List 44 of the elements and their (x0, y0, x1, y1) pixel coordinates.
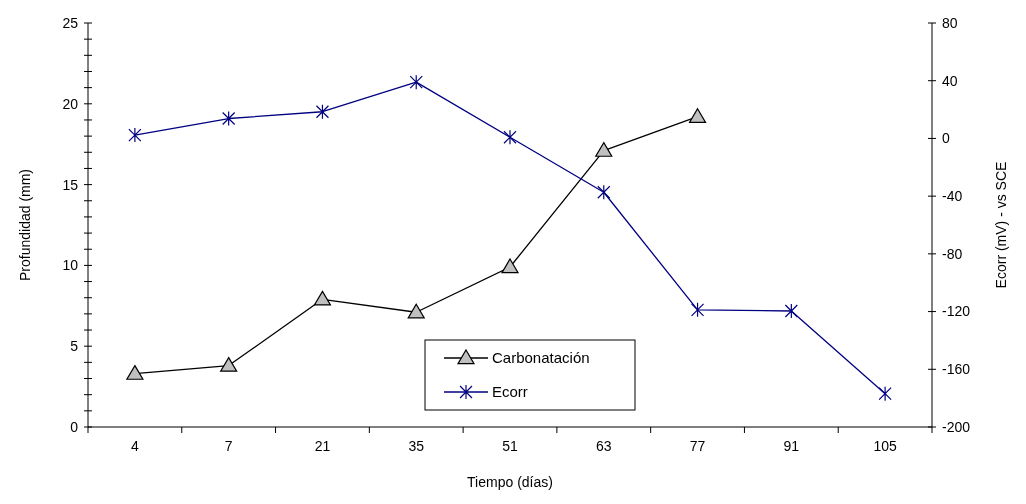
point (313, 290, 332, 306)
y-tick-label: 25 (62, 14, 79, 31)
point (784, 303, 798, 319)
point (128, 127, 142, 143)
y-axis-title: Profundidad (mm) (17, 168, 33, 282)
y-tick-label: 5 (70, 338, 79, 355)
y2-tick-label: -200 (942, 418, 971, 435)
point (597, 184, 611, 200)
point (407, 303, 425, 319)
point (690, 302, 705, 318)
x-tick-label: 105 (873, 438, 897, 454)
y2-tick-label: -120 (942, 303, 971, 320)
y2-axis-title: Ecorr (mV) - vs SCE (993, 161, 1009, 289)
point (220, 356, 238, 372)
point (595, 142, 613, 157)
x-tick-label: 51 (502, 438, 518, 454)
y-tick-label: 15 (62, 176, 79, 193)
y2-tick-label: 0 (942, 130, 950, 147)
y2-tick-label: -80 (942, 245, 963, 262)
point (315, 104, 330, 120)
x-tick-label: 35 (408, 438, 425, 454)
point (503, 129, 517, 145)
y2-tick-label: -40 (942, 188, 963, 205)
point (222, 110, 236, 127)
x-tick-label: 91 (783, 438, 800, 454)
y-tick-label: 0 (70, 418, 79, 435)
y2-tick-label: 40 (942, 72, 958, 89)
x-tick-label: 7 (224, 438, 233, 454)
point (501, 258, 519, 274)
point (878, 386, 892, 402)
x-tick-label: 77 (689, 438, 706, 454)
x-tick-label: 63 (595, 438, 612, 454)
legend-label: Carbonatación (492, 349, 590, 367)
x-tick-label: 21 (314, 438, 331, 454)
point (126, 365, 144, 380)
point (688, 108, 707, 123)
legend-label: Ecorr (492, 383, 528, 401)
y2-tick-label: 80 (942, 14, 958, 31)
x-axis-title: Tiempo (días) (467, 474, 553, 490)
y-tick-label: 20 (62, 95, 79, 112)
x-tick-label: 4 (130, 438, 139, 454)
point (409, 74, 423, 90)
y-tick-label: 10 (62, 257, 79, 274)
y2-tick-label: -160 (942, 361, 971, 378)
